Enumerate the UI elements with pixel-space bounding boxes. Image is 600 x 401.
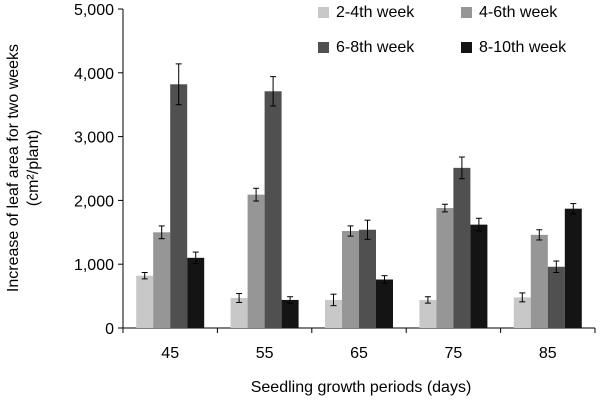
x-tick-label: 85 (539, 345, 557, 362)
bar (470, 224, 488, 328)
bar (419, 299, 437, 328)
y-tick-label: 1,000 (74, 257, 114, 274)
legend-swatch (318, 42, 329, 53)
bar (187, 257, 205, 328)
bars (136, 84, 582, 328)
bar (342, 231, 359, 328)
y-tick-label: 5,000 (74, 2, 114, 19)
bar (547, 266, 565, 328)
bar (453, 167, 471, 328)
x-ticks: 45 55 65 75 85 (122, 328, 596, 362)
y-tick-label: 2,000 (74, 193, 114, 210)
bar (376, 279, 393, 328)
legend-label: 8-10th week (479, 39, 567, 56)
legend: 2-4th week 4-6th week 6-8th week 8-10th wee… (318, 4, 567, 56)
bar (153, 232, 171, 328)
x-tick-label: 45 (161, 345, 179, 362)
y-axis-title-line2: (cm²/plant) (25, 130, 42, 206)
legend-label: 2-4th week (336, 4, 415, 21)
legend-swatch (318, 7, 329, 18)
x-tick-label: 75 (445, 345, 463, 362)
bar (170, 84, 188, 328)
y-ticks: 0 1,000 2,000 3,000 4,000 5,000 (74, 2, 123, 338)
bar (281, 299, 299, 328)
bar (359, 229, 376, 328)
x-axis-title: Seedling growth periods (days) (251, 379, 472, 396)
legend-label: 6-8th week (336, 39, 415, 56)
x-tick-label: 55 (256, 345, 274, 362)
legend-label: 4-6th week (479, 4, 558, 21)
y-tick-label: 4,000 (74, 66, 114, 83)
bar (264, 91, 282, 328)
legend-swatch (461, 42, 472, 53)
bar (230, 298, 248, 328)
bar (530, 234, 548, 328)
bar (436, 208, 454, 328)
bar (325, 299, 342, 328)
error-bars (141, 63, 577, 307)
bar (136, 275, 154, 328)
bar (564, 208, 582, 328)
x-tick-label: 65 (350, 345, 368, 362)
bar (247, 194, 265, 328)
y-tick-label: 0 (105, 321, 114, 338)
y-tick-label: 3,000 (74, 130, 114, 147)
legend-swatch (461, 7, 472, 18)
y-axis-title-line1: Increase of leaf area for two weeks (5, 44, 22, 292)
bar (513, 297, 531, 328)
